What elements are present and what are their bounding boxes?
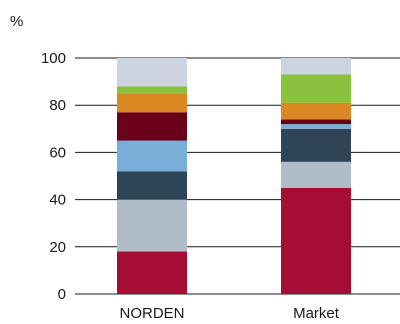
bars (117, 58, 351, 294)
bar-segment-norden-8 (117, 58, 187, 87)
bar-segment-market-1 (281, 187, 351, 294)
bar-segment-market-4 (281, 124, 351, 129)
bar-segment-norden-5 (117, 112, 187, 141)
bar-segment-market-7 (281, 74, 351, 103)
bar-segment-norden-7 (117, 86, 187, 94)
bar-segment-norden-6 (117, 93, 187, 113)
y-tick-label-80: 80 (49, 97, 66, 114)
y-tick-label-40: 40 (49, 192, 66, 209)
bar-segment-market-6 (281, 102, 351, 120)
bar-segment-norden-1 (117, 251, 187, 294)
bar-segment-norden-3 (117, 171, 187, 200)
bar-segment-market-8 (281, 58, 351, 75)
y-tick-label-100: 100 (41, 50, 66, 67)
bar-segment-norden-2 (117, 199, 187, 252)
y-axis-unit-label: % (10, 13, 23, 30)
bar-segment-market-5 (281, 119, 351, 125)
bar-segment-market-2 (281, 161, 351, 188)
bar-segment-market-3 (281, 128, 351, 162)
category-label-market: Market (293, 305, 340, 322)
x-axis-categories: NORDEN Market (119, 305, 339, 322)
y-axis-ticks: 0 20 40 60 80 100 (41, 50, 66, 303)
y-tick-label-0: 0 (58, 286, 66, 303)
y-tick-label-60: 60 (49, 144, 66, 161)
bar-segment-norden-4 (117, 140, 187, 172)
category-label-norden: NORDEN (119, 305, 184, 322)
y-tick-label-20: 20 (49, 239, 66, 256)
